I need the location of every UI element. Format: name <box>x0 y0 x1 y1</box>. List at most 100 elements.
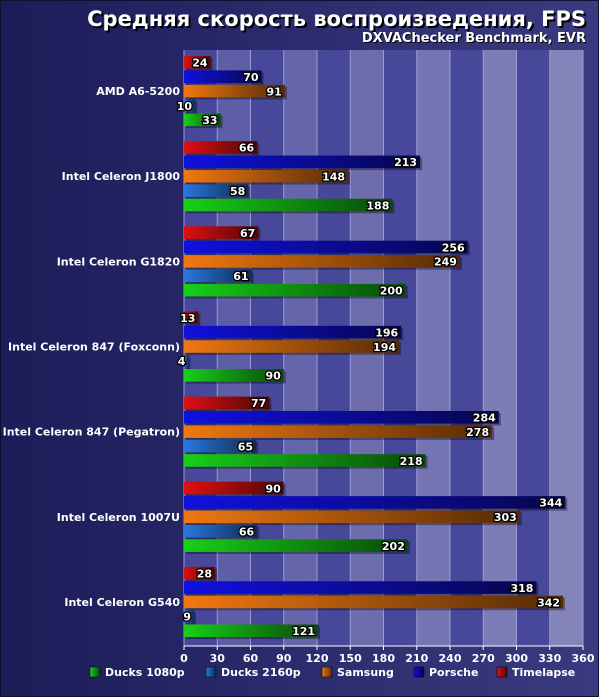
value-label: 202 <box>382 540 405 553</box>
bar <box>184 240 468 254</box>
value-label: 77 <box>251 397 266 410</box>
value-label: 249 <box>434 256 457 269</box>
value-label: 90 <box>265 482 281 495</box>
value-label: 200 <box>380 284 403 297</box>
value-label: 318 <box>510 582 533 595</box>
x-tick-label: 300 <box>505 652 528 665</box>
bar <box>184 354 189 368</box>
value-label: 9 <box>183 611 191 624</box>
value-label: 61 <box>233 270 248 283</box>
bar <box>184 595 564 609</box>
value-label: 10 <box>177 100 193 113</box>
category-label: AMD A6-5200 <box>96 85 180 98</box>
legend-swatch <box>496 666 508 678</box>
value-label: 256 <box>442 241 465 254</box>
x-tick-label: 120 <box>306 652 329 665</box>
bar <box>184 539 408 552</box>
grid-band <box>549 50 583 646</box>
bar <box>184 99 196 112</box>
legend-label: Porsche <box>429 666 478 679</box>
value-label: 24 <box>192 57 208 70</box>
bar <box>184 566 216 580</box>
bar <box>184 425 493 438</box>
bar <box>184 524 258 538</box>
x-tick-label: 360 <box>572 652 595 665</box>
bar <box>184 283 406 297</box>
bar <box>184 454 426 467</box>
value-label: 303 <box>494 511 517 524</box>
bar <box>184 496 566 509</box>
legend-label: Ducks 1080p <box>105 666 185 679</box>
category-label: Intel Celeron 847 (Foxconn) <box>8 341 180 354</box>
bar <box>184 396 270 410</box>
value-label: 90 <box>265 370 281 383</box>
category-label: Intel Celeron 1007U <box>57 511 180 524</box>
x-tick-label: 240 <box>439 652 462 665</box>
value-label: 278 <box>466 426 489 439</box>
bar <box>184 169 349 183</box>
legend-swatch <box>321 666 333 678</box>
category-label: Intel Celeron G1820 <box>57 255 181 268</box>
legend-label: Ducks 2160p <box>221 666 301 679</box>
value-label: 70 <box>243 71 259 84</box>
bar <box>184 481 284 495</box>
bar <box>184 269 252 283</box>
x-tick-label: 0 <box>180 652 188 665</box>
value-label: 121 <box>292 625 315 638</box>
x-tick-label: 210 <box>405 652 428 665</box>
bar <box>184 155 421 169</box>
category-label: Intel Celeron 847 (Pegatron) <box>3 426 180 439</box>
legend-label: Timelapse <box>512 666 575 679</box>
bar <box>184 340 400 353</box>
value-label: 13 <box>180 312 195 325</box>
value-label: 194 <box>373 341 396 354</box>
value-label: 213 <box>394 156 417 169</box>
x-tick-label: 150 <box>339 652 362 665</box>
value-label: 58 <box>230 185 245 198</box>
value-label: 66 <box>239 142 255 155</box>
value-label: 342 <box>537 596 560 609</box>
value-label: 344 <box>539 497 562 510</box>
x-tick-label: 60 <box>243 652 259 665</box>
x-tick-label: 30 <box>210 652 226 665</box>
bar <box>184 113 221 127</box>
bar <box>184 56 211 69</box>
value-label: 33 <box>202 114 217 127</box>
bar <box>184 141 258 154</box>
x-tick-label: 270 <box>472 652 495 665</box>
value-label: 284 <box>473 412 496 425</box>
value-label: 218 <box>400 455 423 468</box>
value-label: 148 <box>322 171 345 184</box>
bar <box>184 439 257 453</box>
bar <box>184 581 537 594</box>
chart-subtitle: DXVAChecker Benchmark, EVR <box>361 31 586 46</box>
value-label: 4 <box>178 355 186 368</box>
x-tick-label: 90 <box>276 652 292 665</box>
bar <box>184 510 520 524</box>
category-label: Intel Celeron J1800 <box>62 170 181 183</box>
x-tick-label: 180 <box>372 652 395 665</box>
bar <box>184 311 199 325</box>
bar <box>184 198 393 212</box>
value-label: 91 <box>267 85 282 98</box>
value-label: 188 <box>366 199 389 212</box>
legend-swatch <box>205 666 217 678</box>
bar <box>184 84 285 98</box>
value-label: 66 <box>239 526 255 539</box>
category-label: Intel Celeron G540 <box>64 596 180 609</box>
chart-title: Средняя скорость воспроизведения, FPS <box>87 7 586 31</box>
bar <box>184 70 262 83</box>
bar <box>184 325 402 339</box>
legend-swatch <box>89 666 101 678</box>
bar <box>184 610 194 623</box>
bar <box>184 184 249 197</box>
grid-band <box>416 50 450 646</box>
value-label: 67 <box>240 227 255 240</box>
value-label: 65 <box>238 440 253 453</box>
bar <box>184 255 460 268</box>
legend-label: Samsung <box>337 666 394 679</box>
grid-band <box>483 50 517 646</box>
bar <box>184 226 259 239</box>
bar <box>184 624 319 638</box>
